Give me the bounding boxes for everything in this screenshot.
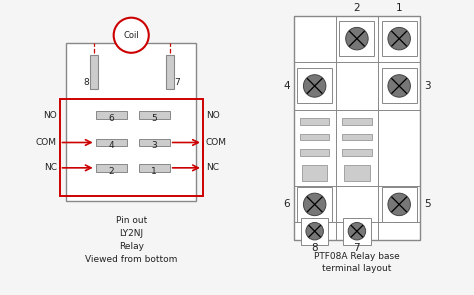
- Bar: [382, 187, 417, 222]
- Bar: [343, 218, 371, 245]
- Text: COM: COM: [36, 138, 56, 147]
- Text: 6: 6: [109, 114, 114, 123]
- Text: NO: NO: [43, 111, 56, 120]
- Bar: [297, 187, 332, 222]
- Bar: [297, 68, 332, 104]
- Text: 1: 1: [396, 3, 402, 13]
- Text: 2: 2: [109, 167, 114, 176]
- Text: PTF08A Relay base
terminal layout: PTF08A Relay base terminal layout: [314, 252, 400, 273]
- Bar: [166, 55, 173, 89]
- Bar: [382, 21, 417, 56]
- Text: 8: 8: [311, 243, 318, 253]
- Text: NC: NC: [44, 163, 56, 172]
- Circle shape: [388, 27, 410, 50]
- Bar: [344, 165, 370, 181]
- Bar: [342, 149, 372, 155]
- Text: 8: 8: [83, 78, 89, 86]
- Bar: [66, 43, 196, 201]
- Bar: [90, 55, 98, 89]
- Bar: [342, 118, 372, 125]
- Text: 2: 2: [354, 3, 360, 13]
- Text: 5: 5: [424, 199, 431, 209]
- Circle shape: [114, 18, 149, 53]
- Text: COM: COM: [206, 138, 227, 147]
- Bar: [301, 218, 328, 245]
- Text: 3: 3: [151, 141, 157, 150]
- Circle shape: [303, 75, 326, 97]
- Text: 7: 7: [354, 243, 360, 253]
- Bar: [293, 16, 420, 240]
- Bar: [96, 164, 127, 172]
- Text: 7: 7: [174, 78, 180, 86]
- Circle shape: [348, 222, 365, 240]
- Bar: [300, 149, 329, 155]
- Text: NC: NC: [206, 163, 219, 172]
- Text: Pin out
LY2NJ
Relay
Viewed from bottom: Pin out LY2NJ Relay Viewed from bottom: [85, 216, 177, 264]
- Bar: [342, 134, 372, 140]
- Circle shape: [303, 193, 326, 216]
- Bar: [96, 111, 127, 119]
- Bar: [300, 134, 329, 140]
- Text: 6: 6: [283, 199, 290, 209]
- Bar: [339, 21, 374, 56]
- Text: Coil: Coil: [123, 31, 139, 40]
- Text: 3: 3: [424, 81, 431, 91]
- Circle shape: [388, 75, 410, 97]
- Bar: [96, 139, 127, 146]
- Text: 1: 1: [151, 167, 157, 176]
- Text: 4: 4: [283, 81, 290, 91]
- Text: NO: NO: [206, 111, 219, 120]
- Circle shape: [306, 222, 323, 240]
- Bar: [302, 165, 328, 181]
- Bar: [60, 99, 203, 196]
- Bar: [138, 111, 170, 119]
- Circle shape: [388, 193, 410, 216]
- Bar: [138, 139, 170, 146]
- Bar: [382, 68, 417, 104]
- Bar: [300, 118, 329, 125]
- Text: 4: 4: [109, 141, 114, 150]
- Bar: [138, 164, 170, 172]
- Text: 5: 5: [151, 114, 157, 123]
- Circle shape: [346, 27, 368, 50]
